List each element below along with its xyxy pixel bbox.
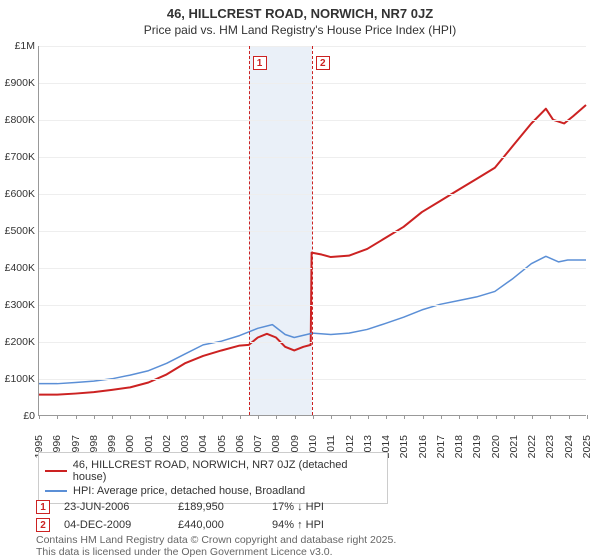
chart-marker: 2 bbox=[316, 56, 330, 70]
transaction-pct: 94% ↑ HPI bbox=[272, 519, 324, 531]
y-axis-label: £600K bbox=[1, 188, 35, 200]
x-axis-label: 2016 bbox=[417, 435, 429, 458]
x-axis-label: 2018 bbox=[453, 435, 465, 458]
transactions-table: 1 23-JUN-2006 £189,950 17% ↓ HPI 2 04-DE… bbox=[36, 496, 576, 536]
x-axis-label: 2023 bbox=[544, 435, 556, 458]
title-line-1: 46, HILLCREST ROAD, NORWICH, NR7 0JZ bbox=[0, 6, 600, 21]
y-axis-label: £0 bbox=[1, 410, 35, 422]
y-axis-label: £800K bbox=[1, 114, 35, 126]
x-axis-label: 2025 bbox=[581, 435, 593, 458]
y-axis-label: £400K bbox=[1, 262, 35, 274]
y-axis-label: £1M bbox=[1, 40, 35, 52]
legend-label: 46, HILLCREST ROAD, NORWICH, NR7 0JZ (de… bbox=[73, 459, 381, 483]
x-axis-label: 2019 bbox=[471, 435, 483, 458]
transaction-row: 2 04-DEC-2009 £440,000 94% ↑ HPI bbox=[36, 518, 576, 532]
transaction-date: 04-DEC-2009 bbox=[64, 519, 164, 531]
title-line-2: Price paid vs. HM Land Registry's House … bbox=[0, 23, 600, 37]
legend-item: 46, HILLCREST ROAD, NORWICH, NR7 0JZ (de… bbox=[45, 459, 381, 483]
transaction-price: £189,950 bbox=[178, 501, 258, 513]
chart-plot-area: £0£100K£200K£300K£400K£500K£600K£700K£80… bbox=[38, 46, 586, 416]
transaction-marker: 2 bbox=[36, 518, 50, 532]
y-axis-label: £500K bbox=[1, 225, 35, 237]
x-axis-label: 2024 bbox=[563, 435, 575, 458]
footer-line: This data is licensed under the Open Gov… bbox=[36, 546, 396, 558]
title-block: 46, HILLCREST ROAD, NORWICH, NR7 0JZ Pri… bbox=[0, 0, 600, 37]
chart-marker: 1 bbox=[253, 56, 267, 70]
legend-swatch bbox=[45, 470, 67, 472]
footer-attribution: Contains HM Land Registry data © Crown c… bbox=[36, 534, 396, 558]
transaction-date: 23-JUN-2006 bbox=[64, 501, 164, 513]
x-axis-label: 2021 bbox=[508, 435, 520, 458]
x-axis-label: 2022 bbox=[526, 435, 538, 458]
y-axis-label: £700K bbox=[1, 151, 35, 163]
x-axis-label: 2020 bbox=[490, 435, 502, 458]
transaction-marker: 1 bbox=[36, 500, 50, 514]
x-axis-label: 2015 bbox=[398, 435, 410, 458]
legend-swatch bbox=[45, 490, 67, 492]
y-axis-label: £100K bbox=[1, 373, 35, 385]
y-axis-label: £300K bbox=[1, 299, 35, 311]
footer-line: Contains HM Land Registry data © Crown c… bbox=[36, 534, 396, 546]
x-axis-label: 2017 bbox=[435, 435, 447, 458]
y-axis-label: £200K bbox=[1, 336, 35, 348]
transaction-pct: 17% ↓ HPI bbox=[272, 501, 324, 513]
y-axis-label: £900K bbox=[1, 77, 35, 89]
transaction-row: 1 23-JUN-2006 £189,950 17% ↓ HPI bbox=[36, 500, 576, 514]
chart-container: 46, HILLCREST ROAD, NORWICH, NR7 0JZ Pri… bbox=[0, 0, 600, 560]
transaction-price: £440,000 bbox=[178, 519, 258, 531]
